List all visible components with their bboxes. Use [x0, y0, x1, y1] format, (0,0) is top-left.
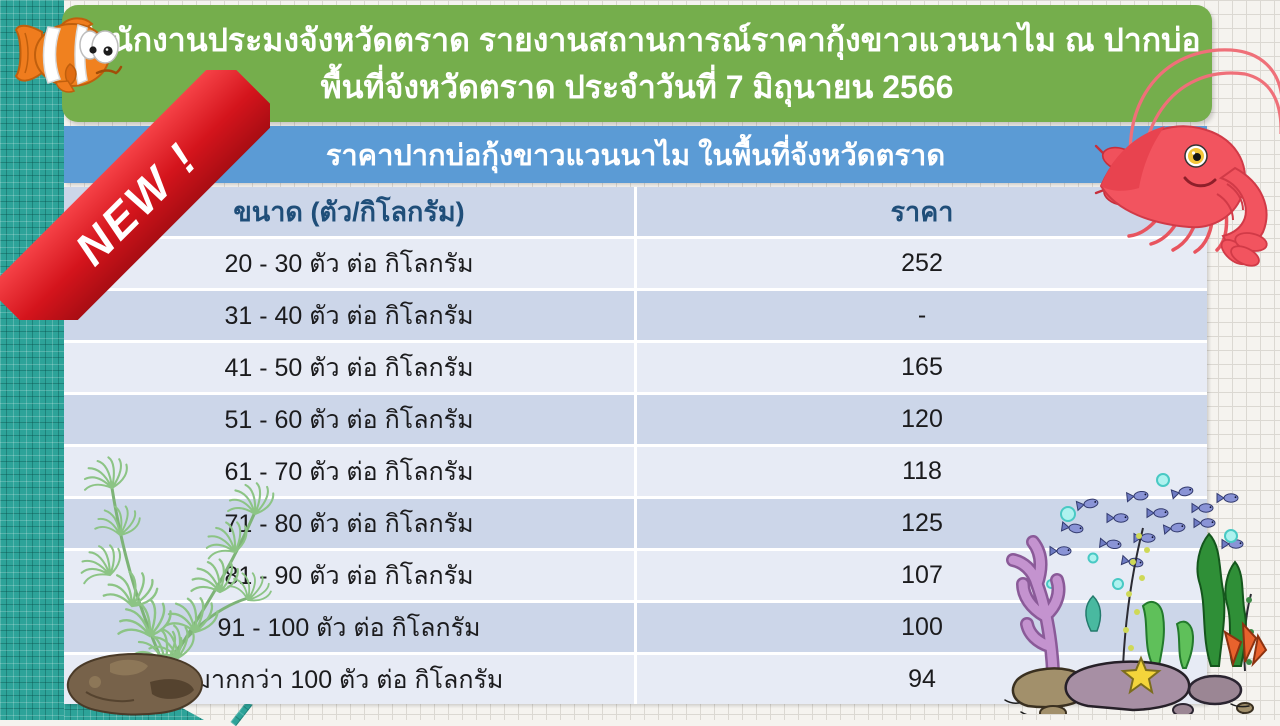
price-cell: 118	[637, 447, 1207, 496]
price-cell: -	[637, 291, 1207, 340]
price-cell: 165	[637, 343, 1207, 392]
price-cell: 252	[637, 239, 1207, 288]
clownfish-icon	[14, 17, 123, 93]
size-cell: 20 - 30 ตัว ต่อ กิโลกรัม	[64, 239, 634, 288]
table-row: 41 - 50 ตัว ต่อ กิโลกรัม 165	[64, 343, 1207, 392]
column-header-price: ราคา	[637, 187, 1207, 236]
size-cell: 51 - 60 ตัว ต่อ กิโลกรัม	[64, 395, 634, 444]
table-row: 61 - 70 ตัว ต่อ กิโลกรัม 118	[64, 447, 1207, 496]
seaweed-icon	[66, 456, 277, 716]
size-cell: 31 - 40 ตัว ต่อ กิโลกรัม	[64, 291, 634, 340]
table-row: 51 - 60 ตัว ต่อ กิโลกรัม 120	[64, 395, 1207, 444]
new-ribbon: NEW !	[0, 70, 270, 320]
coral-reef-icon	[1004, 473, 1268, 714]
rock-icon	[66, 652, 204, 716]
section-banner-title: ราคาปากบ่อกุ้งขาวแวนนาไม ในพื้นที่จังหวั…	[325, 139, 946, 172]
teal-checkered-band-left	[0, 0, 64, 720]
size-cell: 81 - 90 ตัว ต่อ กิโลกรัม	[64, 551, 634, 600]
report-title-line2: พื้นที่จังหวัดตราด ประจำวันที่ 7 มิถุนาย…	[320, 68, 954, 105]
table-row: 31 - 40 ตัว ต่อ กิโลกรัม -	[64, 291, 1207, 340]
size-cell: 41 - 50 ตัว ต่อ กิโลกรัม	[64, 343, 634, 392]
size-cell: 61 - 70 ตัว ต่อ กิโลกรัม	[64, 447, 634, 496]
price-cell: 100	[637, 603, 1207, 652]
shrimp-icon	[1094, 48, 1280, 267]
table-row: 91 - 100 ตัว ต่อ กิโลกรัม 100	[64, 603, 1207, 652]
report-title-line1: สำนักงานประมงจังหวัดตราด รายงานสถานการณ์…	[73, 22, 1201, 59]
table-row: 20 - 30 ตัว ต่อ กิโลกรัม 252	[64, 239, 1207, 288]
size-cell: 71 - 80 ตัว ต่อ กิโลกรัม	[64, 499, 634, 548]
price-cell: 107	[637, 551, 1207, 600]
price-cell: 120	[637, 395, 1207, 444]
table-row: 71 - 80 ตัว ต่อ กิโลกรัม 125	[64, 499, 1207, 548]
table-row: 81 - 90 ตัว ต่อ กิโลกรัม 107	[64, 551, 1207, 600]
price-table: ขนาด (ตัว/กิโลกรัม) ราคา 20 - 30 ตัว ต่อ…	[64, 187, 1207, 704]
